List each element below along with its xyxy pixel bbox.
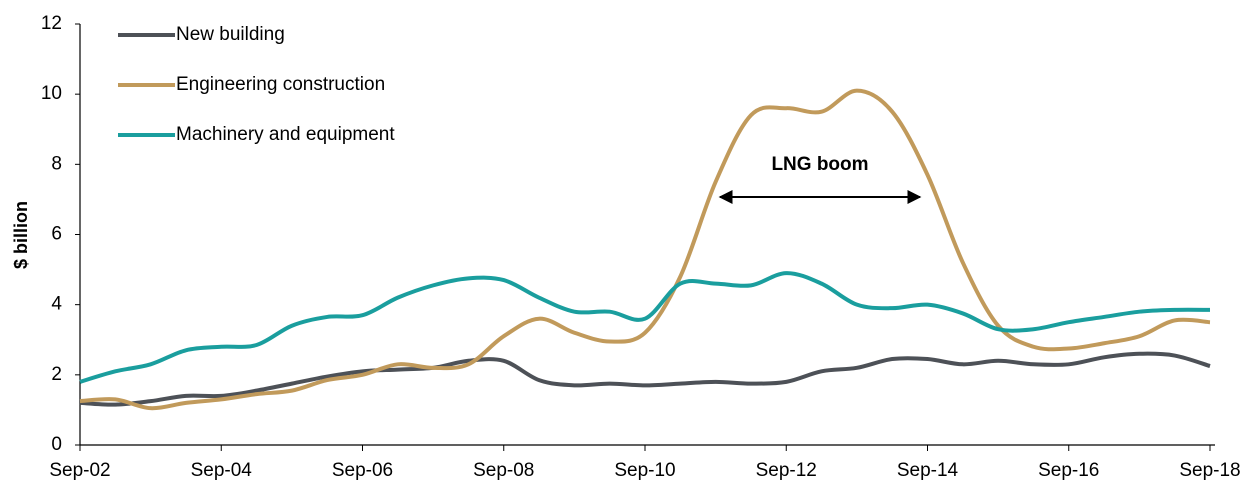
legend-label: Machinery and equipment	[176, 124, 395, 145]
line-series	[79, 88, 1211, 411]
x-tick-label: Sep-12	[756, 460, 817, 481]
y-tick-label: 8	[51, 153, 62, 174]
y-tick-label: 6	[51, 224, 62, 245]
x-tick-label: Sep-16	[1038, 460, 1099, 481]
x-tick-label: Sep-10	[614, 460, 675, 481]
legend-label: New building	[176, 24, 285, 45]
y-tick-label: 4	[51, 294, 62, 315]
y-tick-label: 10	[41, 83, 62, 104]
x-tick-label: Sep-02	[49, 460, 110, 481]
annotation: LNG boom	[771, 154, 868, 175]
y-tick-label: 2	[51, 364, 62, 385]
legend-label: Engineering construction	[176, 74, 385, 95]
x-tick-label: Sep-18	[1179, 460, 1240, 481]
line-series	[79, 271, 1211, 384]
y-tick-label: 12	[41, 13, 62, 34]
x-tick-label: Sep-06	[332, 460, 393, 481]
x-tick-label: Sep-08	[473, 460, 534, 481]
line-series	[79, 351, 1211, 407]
y-axis-label: $ billion	[11, 201, 31, 269]
y-tick-label: 0	[51, 434, 62, 455]
x-tick-label: Sep-04	[191, 460, 253, 481]
x-tick-label: Sep-14	[897, 460, 959, 481]
